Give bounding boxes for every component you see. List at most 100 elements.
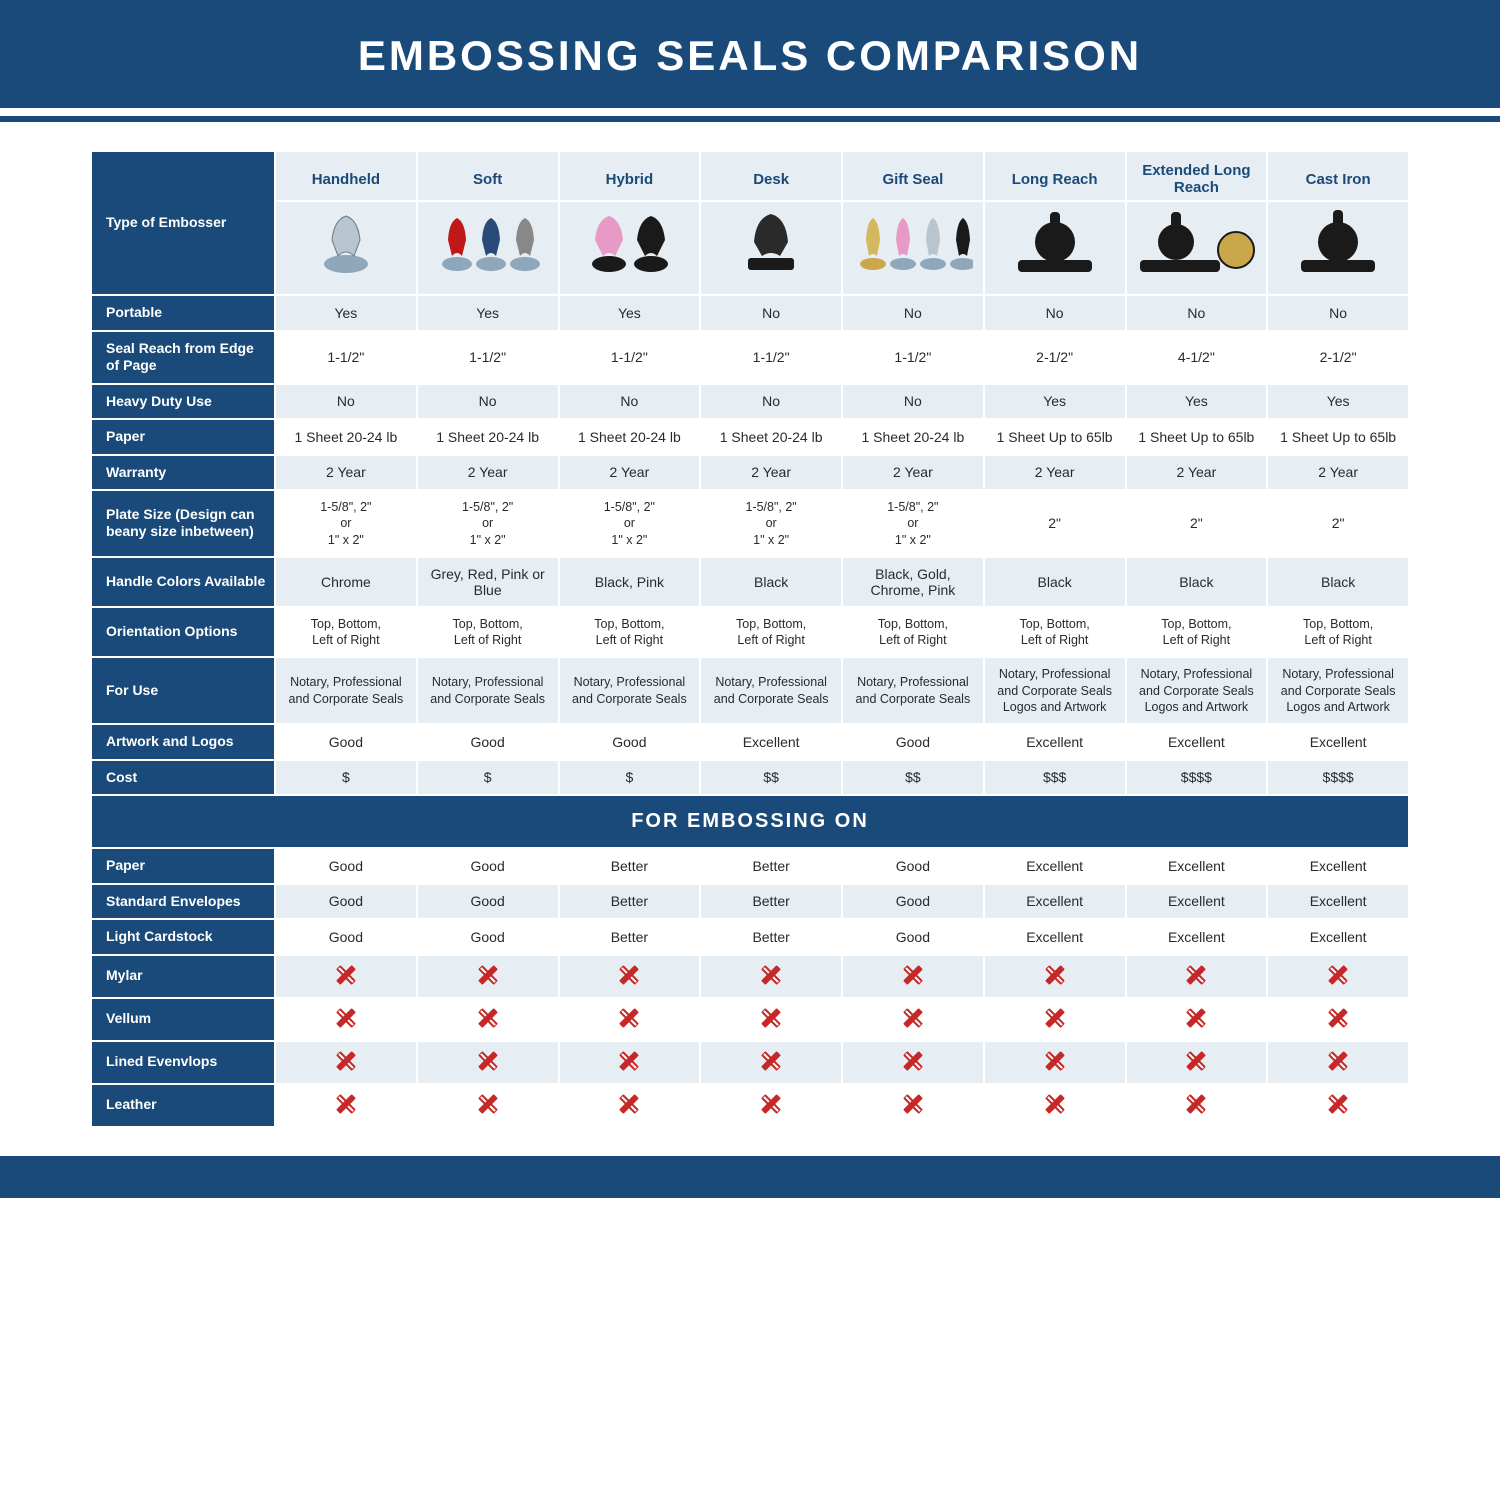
table-cell: 1-5/8", 2"or1" x 2" [843,491,983,556]
not-recommended-icon [1327,964,1349,986]
table-cell: Top, Bottom,Left of Right [701,608,841,657]
not-recommended-icon [1185,1050,1207,1072]
table-cell: Excellent [985,920,1125,954]
table-cell [276,999,416,1040]
not-recommended-icon [618,1093,640,1115]
not-recommended-icon [618,964,640,986]
table-cell: Better [560,849,700,883]
row-header: Warranty [92,456,274,490]
table-cell: Top, Bottom,Left of Right [276,608,416,657]
col-head: Soft [418,152,558,200]
table-cell: $$ [701,761,841,795]
not-recommended-icon [902,964,924,986]
table-cell: No [701,385,841,419]
table-cell: 2 Year [985,456,1125,490]
table-cell: No [1127,296,1267,330]
not-recommended-icon [760,1050,782,1072]
table-cell: 2 Year [560,456,700,490]
table-cell [418,956,558,997]
table-cell: Black [1127,558,1267,606]
table-cell: Good [843,920,983,954]
table-cell [1268,999,1408,1040]
row-header: Lined Evenvlops [92,1042,274,1083]
product-image-row [92,202,1408,294]
not-recommended-icon [477,1007,499,1029]
table-cell: Top, Bottom,Left of Right [418,608,558,657]
not-recommended-icon [1185,1007,1207,1029]
row-header: Heavy Duty Use [92,385,274,419]
table-cell: 1 Sheet Up to 65lb [1268,420,1408,454]
table-cell: 1-1/2" [843,332,983,383]
table-cell: 2-1/2" [1268,332,1408,383]
table-cell: 4-1/2" [1127,332,1267,383]
table-cell: No [418,385,558,419]
table-cell: Black [985,558,1125,606]
table-cell: 1-5/8", 2"or1" x 2" [418,491,558,556]
table-cell: Good [418,849,558,883]
col-head: Cast Iron [1268,152,1408,200]
table-cell: Top, Bottom,Left of Right [843,608,983,657]
table-cell [1127,1085,1267,1126]
embosser-icon-extlongreach [1127,202,1267,294]
table-row: Leather [92,1085,1408,1126]
table-cell: Notary, Professional and Corporate Seals… [985,658,1125,723]
table-cell: Excellent [1268,849,1408,883]
table-cell: 1-5/8", 2"or1" x 2" [276,491,416,556]
row-header: Handle Colors Available [92,558,274,606]
table-cell: Yes [1127,385,1267,419]
table-row: Lined Evenvlops [92,1042,1408,1083]
section-header-row: FOR EMBOSSING ON [92,796,1408,847]
table-cell [418,1042,558,1083]
table-cell: Yes [418,296,558,330]
section-header: FOR EMBOSSING ON [92,796,1408,847]
table-cell: Notary, Professional and Corporate Seals [276,658,416,723]
not-recommended-icon [477,1050,499,1072]
table-cell: Excellent [701,725,841,759]
not-recommended-icon [902,1093,924,1115]
table-cell [701,999,841,1040]
table-row: PaperGoodGoodBetterBetterGoodExcellentEx… [92,849,1408,883]
table-cell: 2" [985,491,1125,556]
table-cell: Better [560,920,700,954]
table-cell: Black, Gold, Chrome, Pink [843,558,983,606]
row-header: Leather [92,1085,274,1126]
table-cell [418,1085,558,1126]
table-cell: Excellent [985,849,1125,883]
table-cell: $ [276,761,416,795]
table-cell: Top, Bottom,Left of Right [985,608,1125,657]
table-row: PortableYesYesYesNoNoNoNoNo [92,296,1408,330]
table-cell: Good [560,725,700,759]
table-cell: Top, Bottom,Left of Right [560,608,700,657]
table-cell [843,956,983,997]
not-recommended-icon [618,1050,640,1072]
not-recommended-icon [1044,964,1066,986]
table-cell [276,1085,416,1126]
table-row: Light CardstockGoodGoodBetterBetterGoodE… [92,920,1408,954]
table-cell: Yes [560,296,700,330]
table-cell: 1 Sheet Up to 65lb [1127,420,1267,454]
table-cell: No [985,296,1125,330]
col-head: Long Reach [985,152,1125,200]
table-cell: 1 Sheet 20-24 lb [418,420,558,454]
table-cell [843,999,983,1040]
table-cell: No [560,385,700,419]
table-cell: Black, Pink [560,558,700,606]
table-cell: 1 Sheet 20-24 lb [560,420,700,454]
table-cell: 2 Year [843,456,983,490]
table-cell: $ [418,761,558,795]
table-cell: $$$ [985,761,1125,795]
table-row: For UseNotary, Professional and Corporat… [92,658,1408,723]
row-header: Orientation Options [92,608,274,657]
table-cell: Excellent [1268,920,1408,954]
table-cell: $$$$ [1268,761,1408,795]
not-recommended-icon [902,1007,924,1029]
table-cell: Notary, Professional and Corporate Seals… [1127,658,1267,723]
table-cell: No [843,385,983,419]
table-cell: Good [276,920,416,954]
row-header: Paper [92,420,274,454]
table-cell: Good [276,885,416,919]
table-cell [985,1042,1125,1083]
table-cell: Top, Bottom,Left of Right [1268,608,1408,657]
table-cell: 1-1/2" [701,332,841,383]
col-head: Desk [701,152,841,200]
